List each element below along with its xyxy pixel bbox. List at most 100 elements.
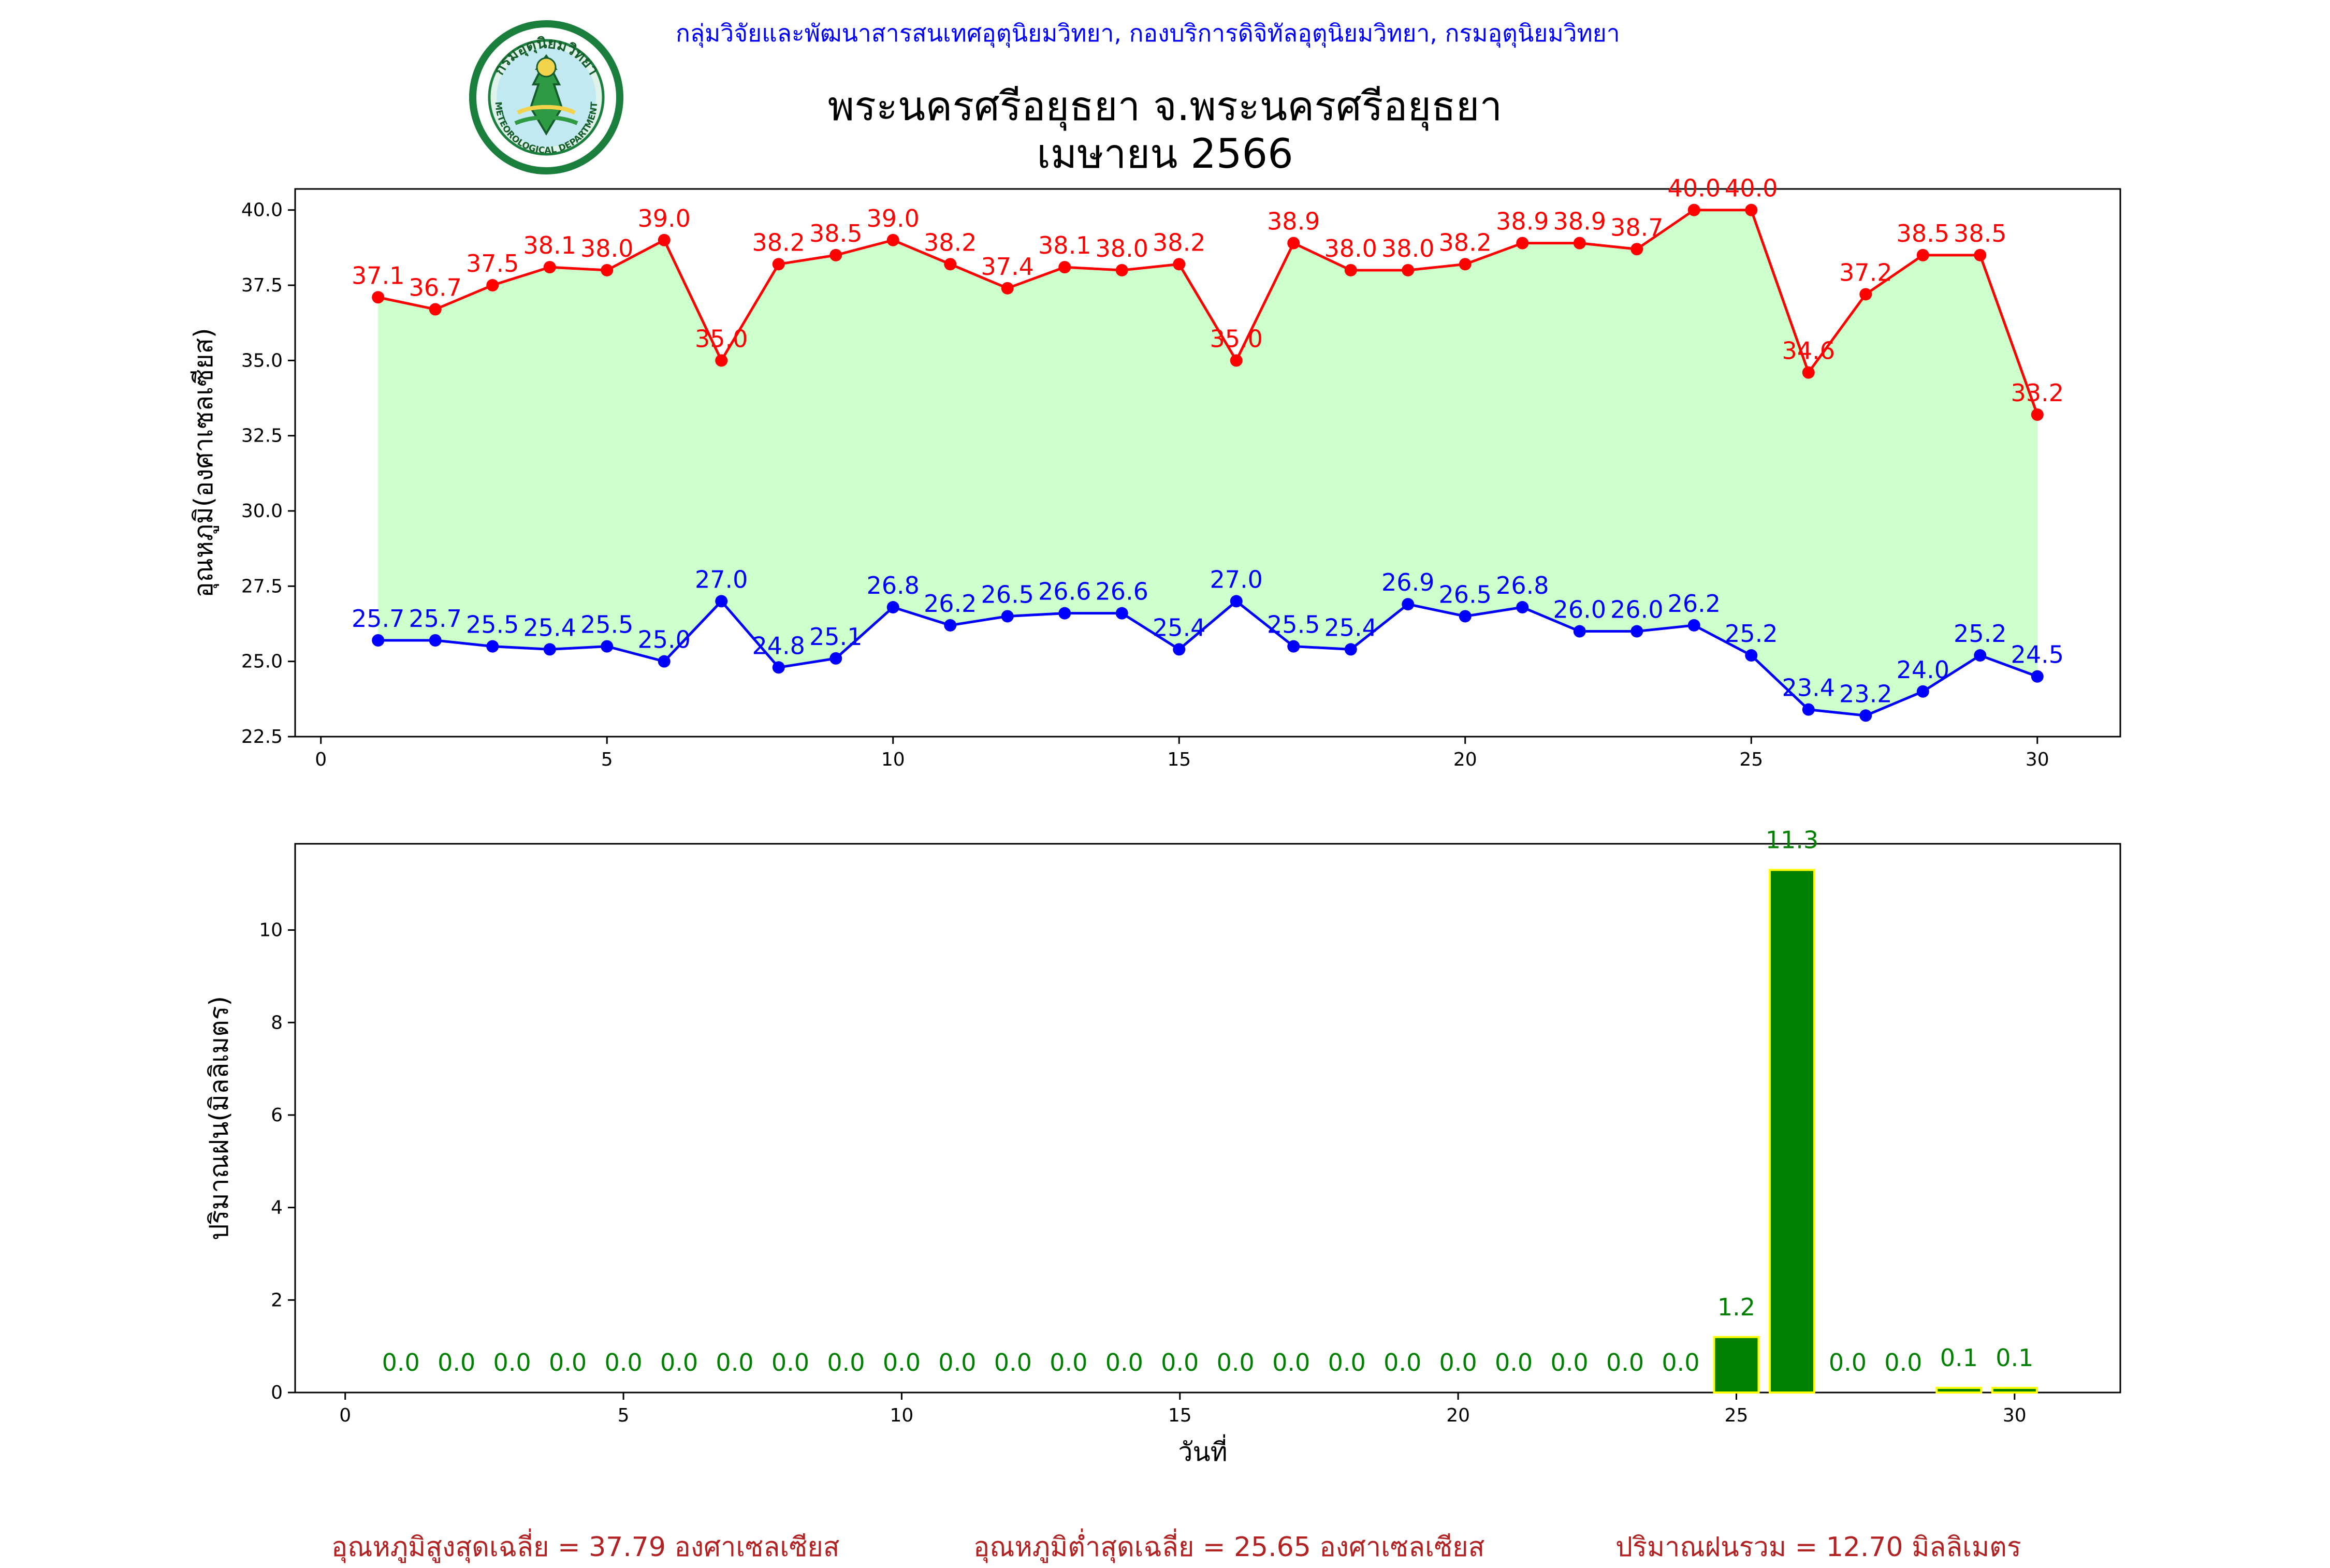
max-temperature-point-label: 38.2 — [1439, 228, 1492, 256]
rainfall-x-tick-label: 5 — [618, 1405, 630, 1426]
rainfall-bar-label: 0.0 — [1217, 1349, 1255, 1376]
min-temperature-point-label: 25.7 — [352, 605, 404, 633]
max-temperature-point — [1687, 203, 1700, 216]
max-temperature-point — [2031, 408, 2044, 421]
rainfall-bar-label: 0.0 — [493, 1349, 531, 1376]
logo-wave-top — [516, 105, 576, 115]
min-temperature-point-label: 25.4 — [523, 613, 576, 641]
temperature-x-tick-label: 30 — [2026, 749, 2049, 770]
min-temperature-point — [1058, 607, 1071, 620]
temperature-x-tick-label: 20 — [1453, 749, 1477, 770]
min-temperature-point-label: 25.4 — [1324, 613, 1377, 641]
summary-avg-min: อุณหภูมิต่ำสุดเฉลี่ย = 25.65 องศาเซลเซีย… — [973, 1532, 1485, 1563]
rainfall-chart: 0 5 10 15 20 25 30 0 2 4 6 8 10 0.0 0.0 0.0 0.0 0.0 0.0 0.0… — [204, 826, 2121, 1467]
rainfall-bar-label: 0.1 — [1940, 1344, 1978, 1372]
min-temperature-point — [1974, 649, 1987, 662]
max-temperature-point-label: 38.2 — [752, 228, 805, 256]
max-temperature-point-label: 38.0 — [1381, 235, 1434, 262]
min-temperature-point-label: 27.0 — [695, 565, 748, 593]
max-temperature-point — [944, 258, 957, 271]
min-temperature-point — [715, 595, 728, 608]
min-temperature-point-label: 24.8 — [752, 632, 805, 660]
rainfall-bar-label: 0.0 — [1161, 1349, 1199, 1376]
max-temperature-point — [429, 303, 442, 316]
min-temperature-point-label: 25.7 — [409, 605, 462, 633]
max-temperature-point-label: 36.7 — [409, 274, 462, 302]
rainfall-y-tick-label: 8 — [271, 1012, 283, 1033]
min-temperature-point-label: 27.0 — [1210, 565, 1263, 593]
min-temperature-point — [1916, 685, 1929, 698]
min-temperature-point — [601, 640, 614, 653]
max-temperature-point-label: 38.0 — [1324, 235, 1377, 262]
max-temperature-point-label: 38.9 — [1496, 208, 1549, 236]
max-temperature-point — [1630, 243, 1643, 256]
logo-crown — [536, 57, 557, 78]
rainfall-bar-label: 0.0 — [660, 1349, 698, 1376]
rainfall-bar-label: 0.0 — [1550, 1349, 1588, 1376]
min-temperature-point-label: 26.5 — [1439, 580, 1492, 608]
min-temperature-point-label: 26.0 — [1553, 596, 1606, 624]
max-temperature-point-label: 38.9 — [1553, 208, 1606, 236]
max-temperature-point — [1745, 203, 1758, 216]
max-temperature-point-label: 38.0 — [1096, 235, 1148, 262]
max-temperature-point-label: 37.2 — [1839, 258, 1892, 286]
max-temperature-point — [1974, 248, 1987, 261]
rainfall-bar-label: 0.0 — [938, 1349, 976, 1376]
max-temperature-point-label: 39.0 — [638, 204, 691, 232]
temperature-y-tick-label: 25.0 — [241, 651, 283, 672]
min-temperature-point-label: 25.0 — [638, 626, 691, 654]
max-temperature-point-label: 38.5 — [1897, 219, 1949, 247]
rainfall-bar-label: 0.0 — [604, 1349, 642, 1376]
max-temperature-point — [1573, 237, 1586, 250]
temperature-x-tick-label: 5 — [601, 749, 613, 770]
max-temperature-point — [372, 291, 385, 304]
max-temperature-point — [1001, 282, 1014, 295]
max-temperature-point — [1173, 258, 1186, 271]
rainfall-y-tick-label: 4 — [271, 1197, 283, 1219]
min-temperature-point-label: 23.4 — [1782, 674, 1835, 702]
min-temperature-point — [1344, 643, 1357, 656]
max-temperature-point-label: 38.5 — [1954, 219, 2006, 247]
max-temperature-point-label: 34.6 — [1782, 337, 1835, 365]
min-temperature-point — [1402, 598, 1415, 611]
max-temperature-point-label: 40.0 — [1725, 174, 1778, 202]
rainfall-x-tick-label: 25 — [1725, 1405, 1749, 1426]
max-temperature-point — [1916, 248, 1929, 261]
rainfall-x-tick-label: 0 — [339, 1405, 351, 1426]
meteorological-department-logo: กรมอุตุนิยมวิทยา METEOROLOGICAL DEPARTME… — [469, 20, 624, 175]
rainfall-bar-label: 0.0 — [994, 1349, 1032, 1376]
temperature-y-tick-label: 32.5 — [241, 426, 283, 447]
max-temperature-point — [1230, 354, 1243, 367]
min-temperature-point-label: 24.5 — [2011, 641, 2064, 669]
temperature-chart: 0 5 10 15 20 25 30 22.5 25.0 27.5 30.0 32.5 35.0 37.5… — [188, 174, 2121, 770]
rainfall-bar-label: 0.0 — [1606, 1349, 1644, 1376]
temperature-range-fill — [378, 210, 2037, 716]
temperature-x-tick-label: 10 — [881, 749, 905, 770]
min-temperature-point — [658, 655, 671, 668]
chart-title: พระนครศรีอยุธยา จ.พระนครศรีอยุธยา เมษายน… — [673, 83, 1657, 178]
min-temperature-point — [1230, 595, 1243, 608]
max-temperature-point — [772, 258, 785, 271]
min-temperature-point — [486, 640, 499, 653]
max-temperature-point — [1402, 263, 1415, 276]
min-temperature-point-label: 25.5 — [1267, 611, 1320, 639]
temperature-frame — [294, 188, 2121, 738]
max-temperature-point — [715, 354, 728, 367]
min-temperature-point — [429, 634, 442, 647]
min-temperature-point-label: 25.5 — [466, 611, 519, 639]
rainfall-y-axis-label: ปริมาณฝน(มิลลิเมตร) — [204, 996, 234, 1240]
rainfall-bar-label: 0.0 — [1495, 1349, 1533, 1376]
max-temperature-point — [658, 233, 671, 246]
max-temperature-point-label: 37.1 — [352, 261, 404, 289]
temperature-y-tick-label: 30.0 — [241, 501, 283, 522]
max-temperature-point-label: 39.0 — [867, 204, 920, 232]
min-temperature-point-label: 25.1 — [809, 623, 862, 651]
max-temperature-point — [1516, 237, 1529, 250]
min-temperature-point-label: 25.5 — [580, 611, 633, 639]
temperature-y-axis-label: อุณหภูมิ(องศาเซลเซียส) — [188, 328, 219, 597]
min-temperature-point — [772, 661, 785, 674]
temperature-y-tick-label: 27.5 — [241, 576, 283, 597]
rainfall-bar-label: 0.0 — [1105, 1349, 1143, 1376]
